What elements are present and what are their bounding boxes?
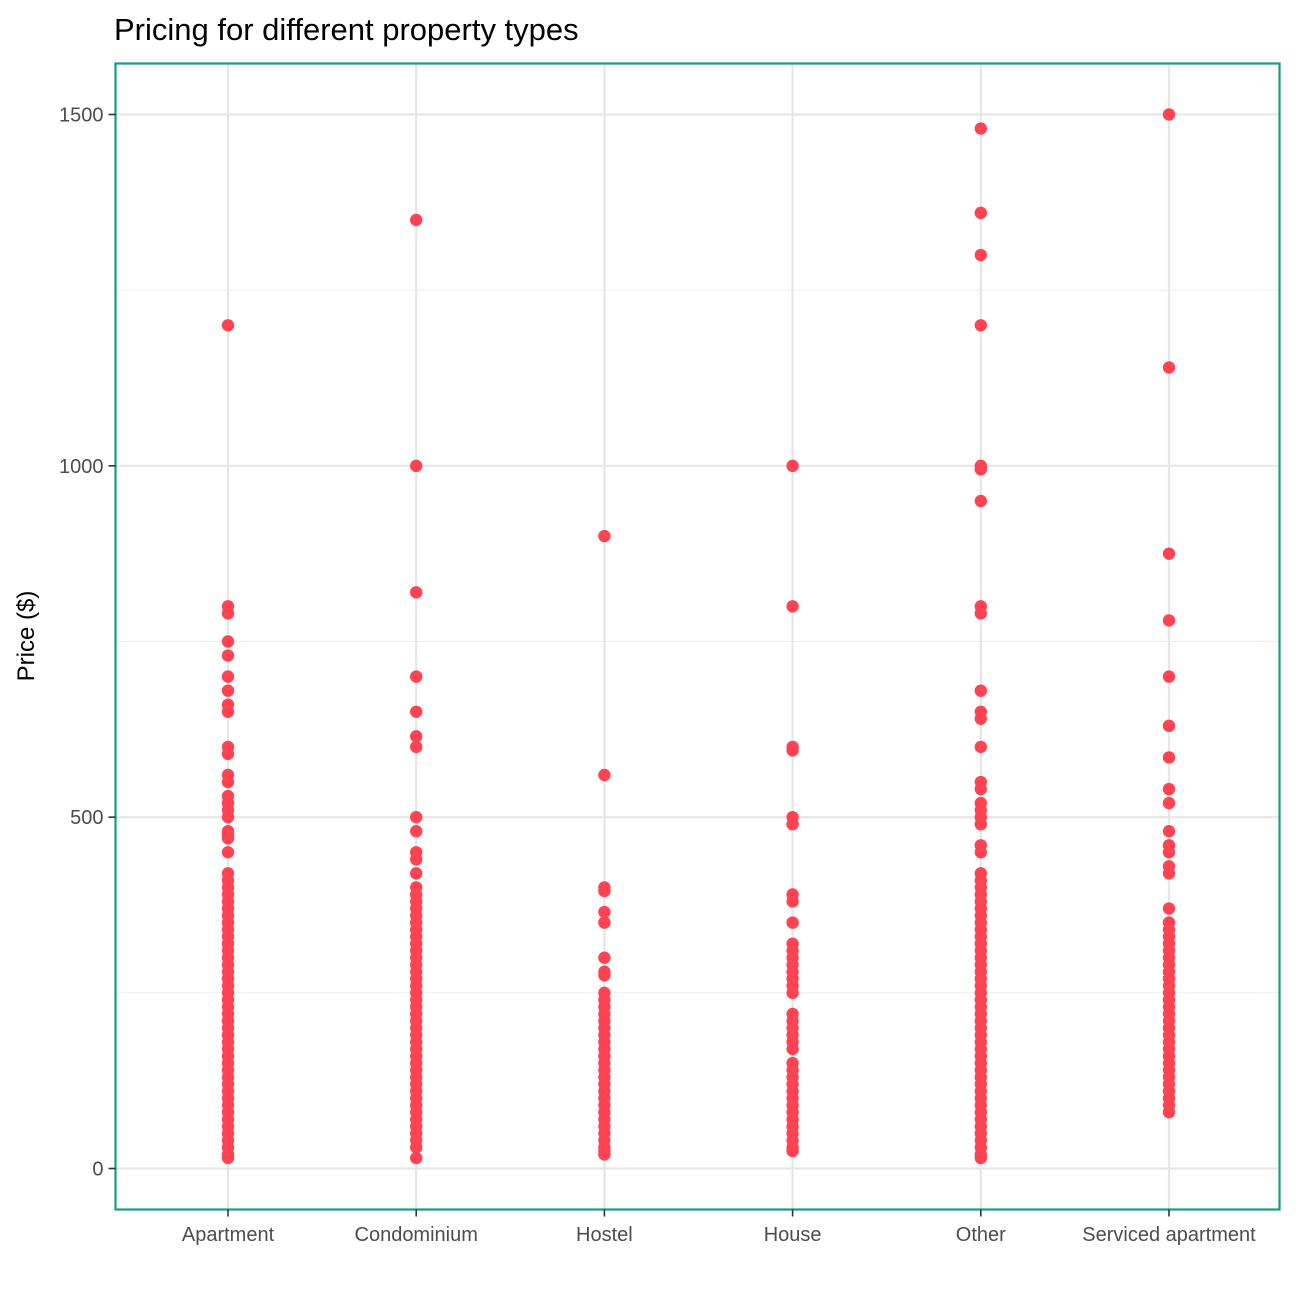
data-point: [221, 832, 235, 845]
data-point: [598, 884, 611, 898]
y-tick-label: 500: [70, 807, 103, 829]
data-point: [974, 319, 987, 332]
data-point: [786, 600, 799, 613]
data-point: [786, 1144, 799, 1158]
data-point: [974, 494, 987, 508]
data-point: [221, 747, 235, 761]
data-point: [598, 951, 611, 964]
data-point: [1162, 670, 1176, 683]
data-point: [1162, 751, 1176, 764]
data-point: [410, 730, 423, 743]
data-point: [410, 1151, 423, 1165]
x-tick-label: Hostel: [576, 1224, 633, 1246]
data-point: [221, 1151, 235, 1165]
series-serviced-apartment: [1162, 108, 1176, 1119]
data-point: [221, 810, 235, 824]
data-point: [410, 459, 423, 473]
x-axis: Apartment Condominium Hostel House Other Serv…: [182, 1209, 1256, 1246]
data-point: [410, 810, 423, 824]
y-tick-label: 1500: [59, 105, 104, 127]
data-point: [786, 744, 799, 757]
data-points: [221, 108, 1176, 1165]
y-tick-label: 0: [92, 1159, 103, 1181]
data-point: [410, 670, 423, 683]
data-point: [221, 705, 235, 718]
data-point: [974, 463, 987, 476]
data-point: [974, 782, 987, 796]
x-tick-label: Other: [956, 1224, 1006, 1246]
data-point: [786, 817, 799, 831]
series-house: [786, 459, 799, 1158]
data-point: [598, 969, 611, 982]
data-point: [221, 319, 235, 332]
data-point: [410, 705, 423, 718]
data-point: [786, 916, 799, 929]
data-point: [221, 775, 235, 789]
data-point: [786, 986, 799, 1000]
data-point: [221, 607, 235, 620]
data-point: [221, 846, 235, 859]
data-point: [598, 768, 611, 782]
data-point: [1162, 108, 1176, 121]
data-point: [598, 905, 611, 919]
data-point: [1162, 1106, 1176, 1119]
data-point: [974, 122, 987, 135]
series-hostel: [598, 529, 611, 1161]
y-tick-label: 1000: [59, 456, 104, 478]
data-point: [1162, 361, 1176, 374]
data-point: [1162, 902, 1176, 915]
data-point: [1162, 846, 1176, 859]
data-point: [410, 586, 423, 599]
x-tick-label: Serviced apartment: [1082, 1224, 1256, 1246]
x-tick-label: House: [764, 1224, 822, 1246]
data-point: [974, 684, 987, 697]
data-point: [410, 1141, 423, 1154]
data-point: [786, 459, 799, 473]
data-point: [1162, 796, 1176, 810]
y-axis-label: Price ($): [13, 591, 40, 682]
panel-border: [114, 62, 1281, 1211]
data-point: [974, 1151, 987, 1165]
data-point: [410, 853, 423, 866]
data-point: [786, 895, 799, 908]
series-apartment: [221, 319, 235, 1165]
data-point: [410, 740, 423, 754]
data-point: [974, 712, 987, 725]
data-point: [598, 916, 611, 929]
y-axis: 0 500 1000 1500: [59, 105, 116, 1181]
x-tick-label: Condominium: [355, 1224, 478, 1246]
data-point: [221, 649, 235, 662]
x-tick-label: Apartment: [182, 1224, 275, 1246]
data-point: [598, 1148, 611, 1161]
data-point: [1162, 614, 1176, 627]
data-point: [1162, 719, 1176, 733]
data-point: [410, 213, 423, 227]
data-point: [1162, 782, 1176, 796]
data-point: [974, 817, 987, 831]
data-point: [410, 867, 423, 880]
data-point: [221, 684, 235, 697]
data-point: [1162, 547, 1176, 560]
data-point: [786, 1042, 799, 1056]
data-point: [1162, 825, 1176, 838]
data-point: [598, 529, 611, 543]
chart-title: Pricing for different property types: [114, 12, 579, 47]
data-point: [974, 206, 987, 220]
data-point: [974, 607, 987, 620]
grid-lines: [115, 63, 1280, 1210]
series-condominium: [410, 213, 423, 1165]
data-point: [221, 635, 235, 648]
data-point: [410, 825, 423, 838]
data-point: [221, 670, 235, 683]
data-point: [974, 740, 987, 754]
data-point: [974, 846, 987, 859]
data-point: [974, 248, 987, 262]
series-other: [974, 122, 987, 1165]
data-point: [1162, 867, 1176, 880]
